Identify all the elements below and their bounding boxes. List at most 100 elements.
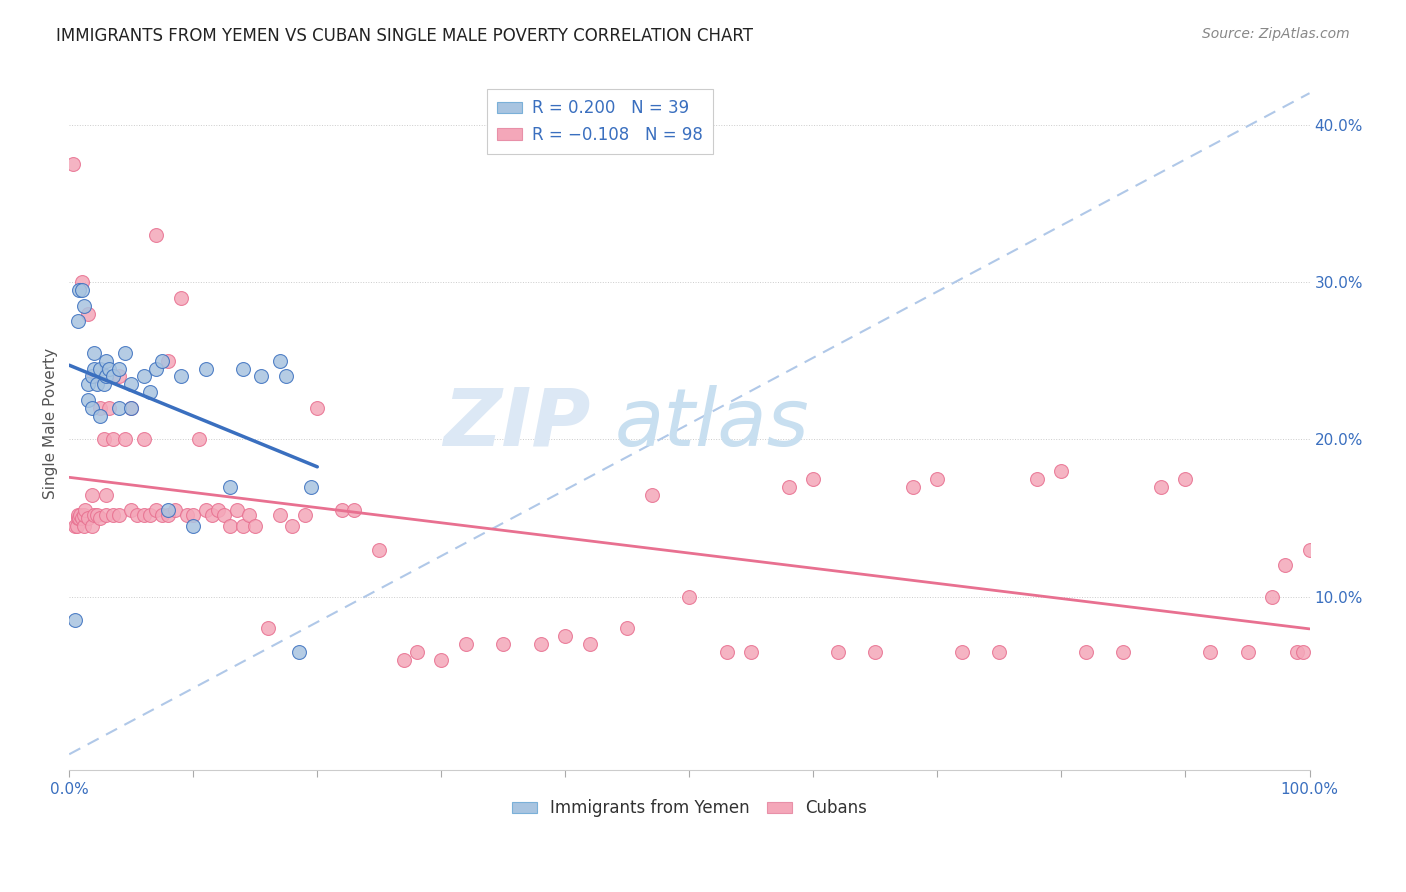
Point <box>307 401 329 415</box>
Point <box>294 508 316 522</box>
Point <box>65 519 87 533</box>
Point <box>1274 558 1296 573</box>
Point <box>89 409 111 423</box>
Text: IMMIGRANTS FROM YEMEN VS CUBAN SINGLE MALE POVERTY CORRELATION CHART: IMMIGRANTS FROM YEMEN VS CUBAN SINGLE MA… <box>56 27 754 45</box>
Point <box>132 369 155 384</box>
Point <box>69 508 91 522</box>
Point <box>73 508 96 522</box>
Point <box>803 472 825 486</box>
Point <box>194 361 217 376</box>
Point <box>139 508 162 522</box>
Point <box>865 645 887 659</box>
Point <box>1236 645 1258 659</box>
Point <box>108 508 131 522</box>
Point <box>238 508 260 522</box>
Point <box>157 503 180 517</box>
Point <box>101 508 124 522</box>
Point <box>245 519 267 533</box>
Point <box>76 511 98 525</box>
Text: Source: ZipAtlas.com: Source: ZipAtlas.com <box>1202 27 1350 41</box>
Point <box>1150 480 1173 494</box>
Point <box>343 503 366 517</box>
Y-axis label: Single Male Poverty: Single Male Poverty <box>44 348 58 500</box>
Point <box>132 433 155 447</box>
Point <box>194 503 217 517</box>
Point <box>132 508 155 522</box>
Point <box>330 503 353 517</box>
Point <box>150 353 173 368</box>
Point <box>120 401 142 415</box>
Point <box>108 361 131 376</box>
Point <box>1076 645 1098 659</box>
Point <box>101 433 124 447</box>
Point <box>368 542 391 557</box>
Point <box>950 645 973 659</box>
Point <box>405 645 427 659</box>
Point <box>232 361 254 376</box>
Point <box>207 503 229 517</box>
Point <box>80 401 103 415</box>
Point <box>114 433 136 447</box>
Point <box>778 480 800 494</box>
Point <box>96 353 118 368</box>
Point <box>97 401 120 415</box>
Point <box>67 283 90 297</box>
Point <box>73 299 96 313</box>
Point <box>67 511 90 525</box>
Point <box>70 283 93 297</box>
Point <box>120 503 142 517</box>
Point <box>392 653 415 667</box>
Point <box>89 401 111 415</box>
Point <box>66 519 89 533</box>
Point <box>145 361 167 376</box>
Point <box>225 503 247 517</box>
Point <box>150 508 173 522</box>
Point <box>201 508 224 522</box>
Text: atlas: atlas <box>614 384 810 463</box>
Point <box>250 369 273 384</box>
Point <box>97 361 120 376</box>
Point <box>256 621 278 635</box>
Point <box>901 480 924 494</box>
Point <box>75 503 97 517</box>
Point <box>1174 472 1197 486</box>
Point <box>988 645 1011 659</box>
Point <box>827 645 849 659</box>
Point <box>456 637 478 651</box>
Point <box>740 645 762 659</box>
Point <box>430 653 453 667</box>
Point <box>89 511 111 525</box>
Point <box>83 361 105 376</box>
Point <box>80 519 103 533</box>
Point <box>1050 464 1073 478</box>
Point <box>232 519 254 533</box>
Point <box>83 369 105 384</box>
Point <box>299 480 322 494</box>
Point <box>80 487 103 501</box>
Point <box>1292 645 1315 659</box>
Point <box>86 508 108 522</box>
Point <box>80 369 103 384</box>
Point <box>214 508 236 522</box>
Point <box>76 377 98 392</box>
Point <box>96 369 118 384</box>
Point <box>269 353 291 368</box>
Point <box>1199 645 1222 659</box>
Point <box>76 393 98 408</box>
Point <box>145 503 167 517</box>
Point <box>170 291 193 305</box>
Point <box>120 377 142 392</box>
Point <box>83 508 105 522</box>
Point <box>181 508 204 522</box>
Point <box>66 314 89 328</box>
Point <box>170 369 193 384</box>
Point <box>579 637 602 651</box>
Point <box>281 519 304 533</box>
Point <box>66 508 89 522</box>
Point <box>181 519 204 533</box>
Point <box>96 508 118 522</box>
Point <box>96 487 118 501</box>
Text: ZIP: ZIP <box>443 384 591 463</box>
Point <box>139 385 162 400</box>
Point <box>89 361 111 376</box>
